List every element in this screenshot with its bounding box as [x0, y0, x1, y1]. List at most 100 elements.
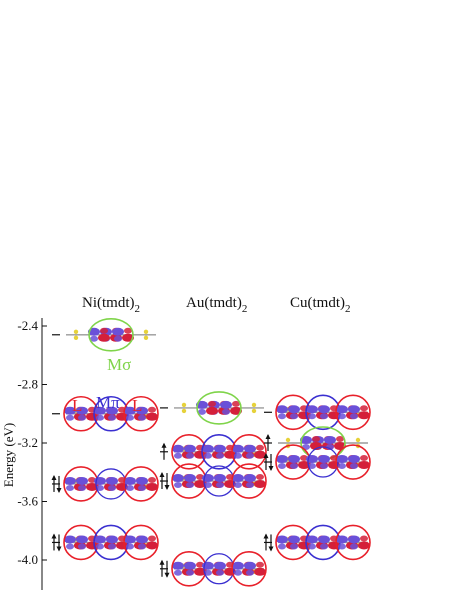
title-au: Au(tmdt)2	[186, 295, 247, 315]
orbital-lobe-blue	[96, 484, 104, 491]
orbital-lobe-blue	[222, 408, 230, 415]
orbital-lobe-blue	[350, 463, 358, 470]
orbital-lobe-red	[230, 406, 242, 415]
orbital-lobe-blue	[136, 406, 148, 415]
orbital-lobe-red	[86, 482, 98, 491]
orbital-lobe-red	[196, 561, 204, 568]
orbital-lobe-red	[256, 444, 264, 451]
orbital-lobe-blue	[288, 405, 300, 414]
orbital-lobe-blue	[350, 413, 358, 420]
orbital-lobe-blue	[184, 474, 196, 483]
spin-up-arrowhead	[159, 559, 165, 565]
orbital-lobe-red	[146, 482, 158, 491]
energy-level-cu	[264, 394, 371, 431]
orbital-lobe-blue	[108, 484, 116, 491]
orbital-lobe-blue	[78, 484, 86, 491]
orbital-lobe-blue	[108, 543, 116, 550]
ligand-circle	[335, 394, 371, 431]
energy-level-ni	[51, 524, 159, 561]
orbital-lobe-blue	[290, 543, 298, 550]
orbital-lobe-blue	[198, 408, 206, 415]
metal-circle	[95, 468, 127, 500]
ligand-circle	[123, 466, 159, 502]
orbital-lobe-blue	[90, 335, 98, 342]
energy-level-au	[159, 550, 267, 587]
energy-level-cu	[264, 426, 368, 460]
orbital-lobe-red	[312, 436, 320, 442]
orbital-lobe-blue	[214, 444, 226, 453]
orbital-lobe-blue	[64, 476, 76, 485]
orbital-lobe-blue	[244, 474, 256, 483]
orbital-lobe-red	[358, 541, 370, 550]
energy-level-ni	[52, 317, 156, 352]
orbital-lobe-blue	[124, 406, 136, 415]
orbital-lobe-blue	[348, 535, 360, 544]
orbital-lobe-blue	[232, 474, 244, 483]
orbital-lobe-red	[358, 461, 370, 470]
orbital-lobe-blue	[246, 569, 254, 576]
orbital-lobe-red	[148, 476, 156, 483]
orbital-lobe-red	[254, 480, 266, 489]
orbital-lobe-blue	[216, 569, 224, 576]
orbital-lobe-red	[300, 455, 308, 462]
orbital-lobe-blue	[204, 452, 212, 459]
energy-level-au	[160, 433, 267, 470]
orbital-lobe-blue	[126, 414, 134, 421]
orbital-lobe-red	[254, 567, 266, 576]
orbital-lobe-red	[336, 436, 344, 442]
label-ligand-right: L	[132, 396, 142, 415]
orbital-lobe-blue	[106, 406, 118, 415]
sulfur-atom	[251, 402, 257, 408]
energy-level-cu	[263, 524, 371, 561]
orbital-lobe-red	[148, 535, 156, 542]
orbital-lobe-blue	[76, 535, 88, 544]
orbital-lobe-blue	[184, 444, 196, 453]
orbital-lobe-blue	[138, 414, 146, 421]
orbital-lobe-blue	[232, 561, 244, 570]
metal-sigma-ellipse	[196, 391, 242, 425]
orbital-lobe-blue	[278, 463, 286, 470]
orbital-lobe-blue	[172, 474, 184, 483]
spin-down-arrowhead	[56, 487, 62, 493]
orbital-lobe-blue	[320, 543, 328, 550]
orbital-lobe-blue	[174, 452, 182, 459]
label-metal-sigma: Mσ	[107, 355, 131, 374]
spin-down-arrowhead	[268, 466, 274, 472]
orbital-lobe-blue	[234, 482, 242, 489]
orbital-lobe-blue	[216, 452, 224, 459]
orbital-lobe-blue	[196, 400, 208, 409]
orbital-lobe-blue	[246, 482, 254, 489]
orbital-lobe-blue	[278, 543, 286, 550]
orbital-lobe-blue	[300, 436, 312, 444]
orbital-lobe-blue	[308, 543, 316, 550]
spin-up-arrowhead	[51, 474, 57, 480]
orbital-lobe-blue	[64, 406, 76, 415]
metal-circle	[203, 553, 235, 585]
orbital-lobe-red	[360, 535, 368, 542]
orbital-lobe-blue	[136, 476, 148, 485]
orbital-lobe-red	[206, 406, 218, 415]
spin-down-arrowhead	[56, 546, 62, 552]
orbital-lobe-blue	[136, 535, 148, 544]
orbital-lobe-blue	[348, 455, 360, 464]
sulfur-atom	[143, 329, 149, 334]
orbital-lobe-red	[254, 450, 266, 459]
orbital-lobe-red	[146, 541, 158, 550]
ligand-circle	[335, 444, 371, 480]
orbital-lobe-red	[232, 400, 240, 407]
orbital-lobe-blue	[234, 452, 242, 459]
axis-tick-label: -4.0	[17, 552, 38, 567]
axis-tick-label: -2.4	[17, 318, 38, 333]
energy-level-cu	[263, 444, 371, 480]
spin-up-arrowhead	[265, 434, 271, 439]
sulfur-atom	[143, 335, 149, 340]
sulfur-atom	[181, 402, 187, 408]
orbital-lobe-blue	[276, 535, 288, 544]
orbital-lobe-blue	[112, 327, 124, 336]
sulfur-atom	[355, 437, 361, 443]
orbital-lobe-blue	[308, 413, 316, 420]
orbital-lobe-red	[98, 333, 110, 342]
orbital-lobe-blue	[186, 452, 194, 459]
orbital-lobe-blue	[220, 400, 232, 409]
orbital-lobe-blue	[350, 543, 358, 550]
